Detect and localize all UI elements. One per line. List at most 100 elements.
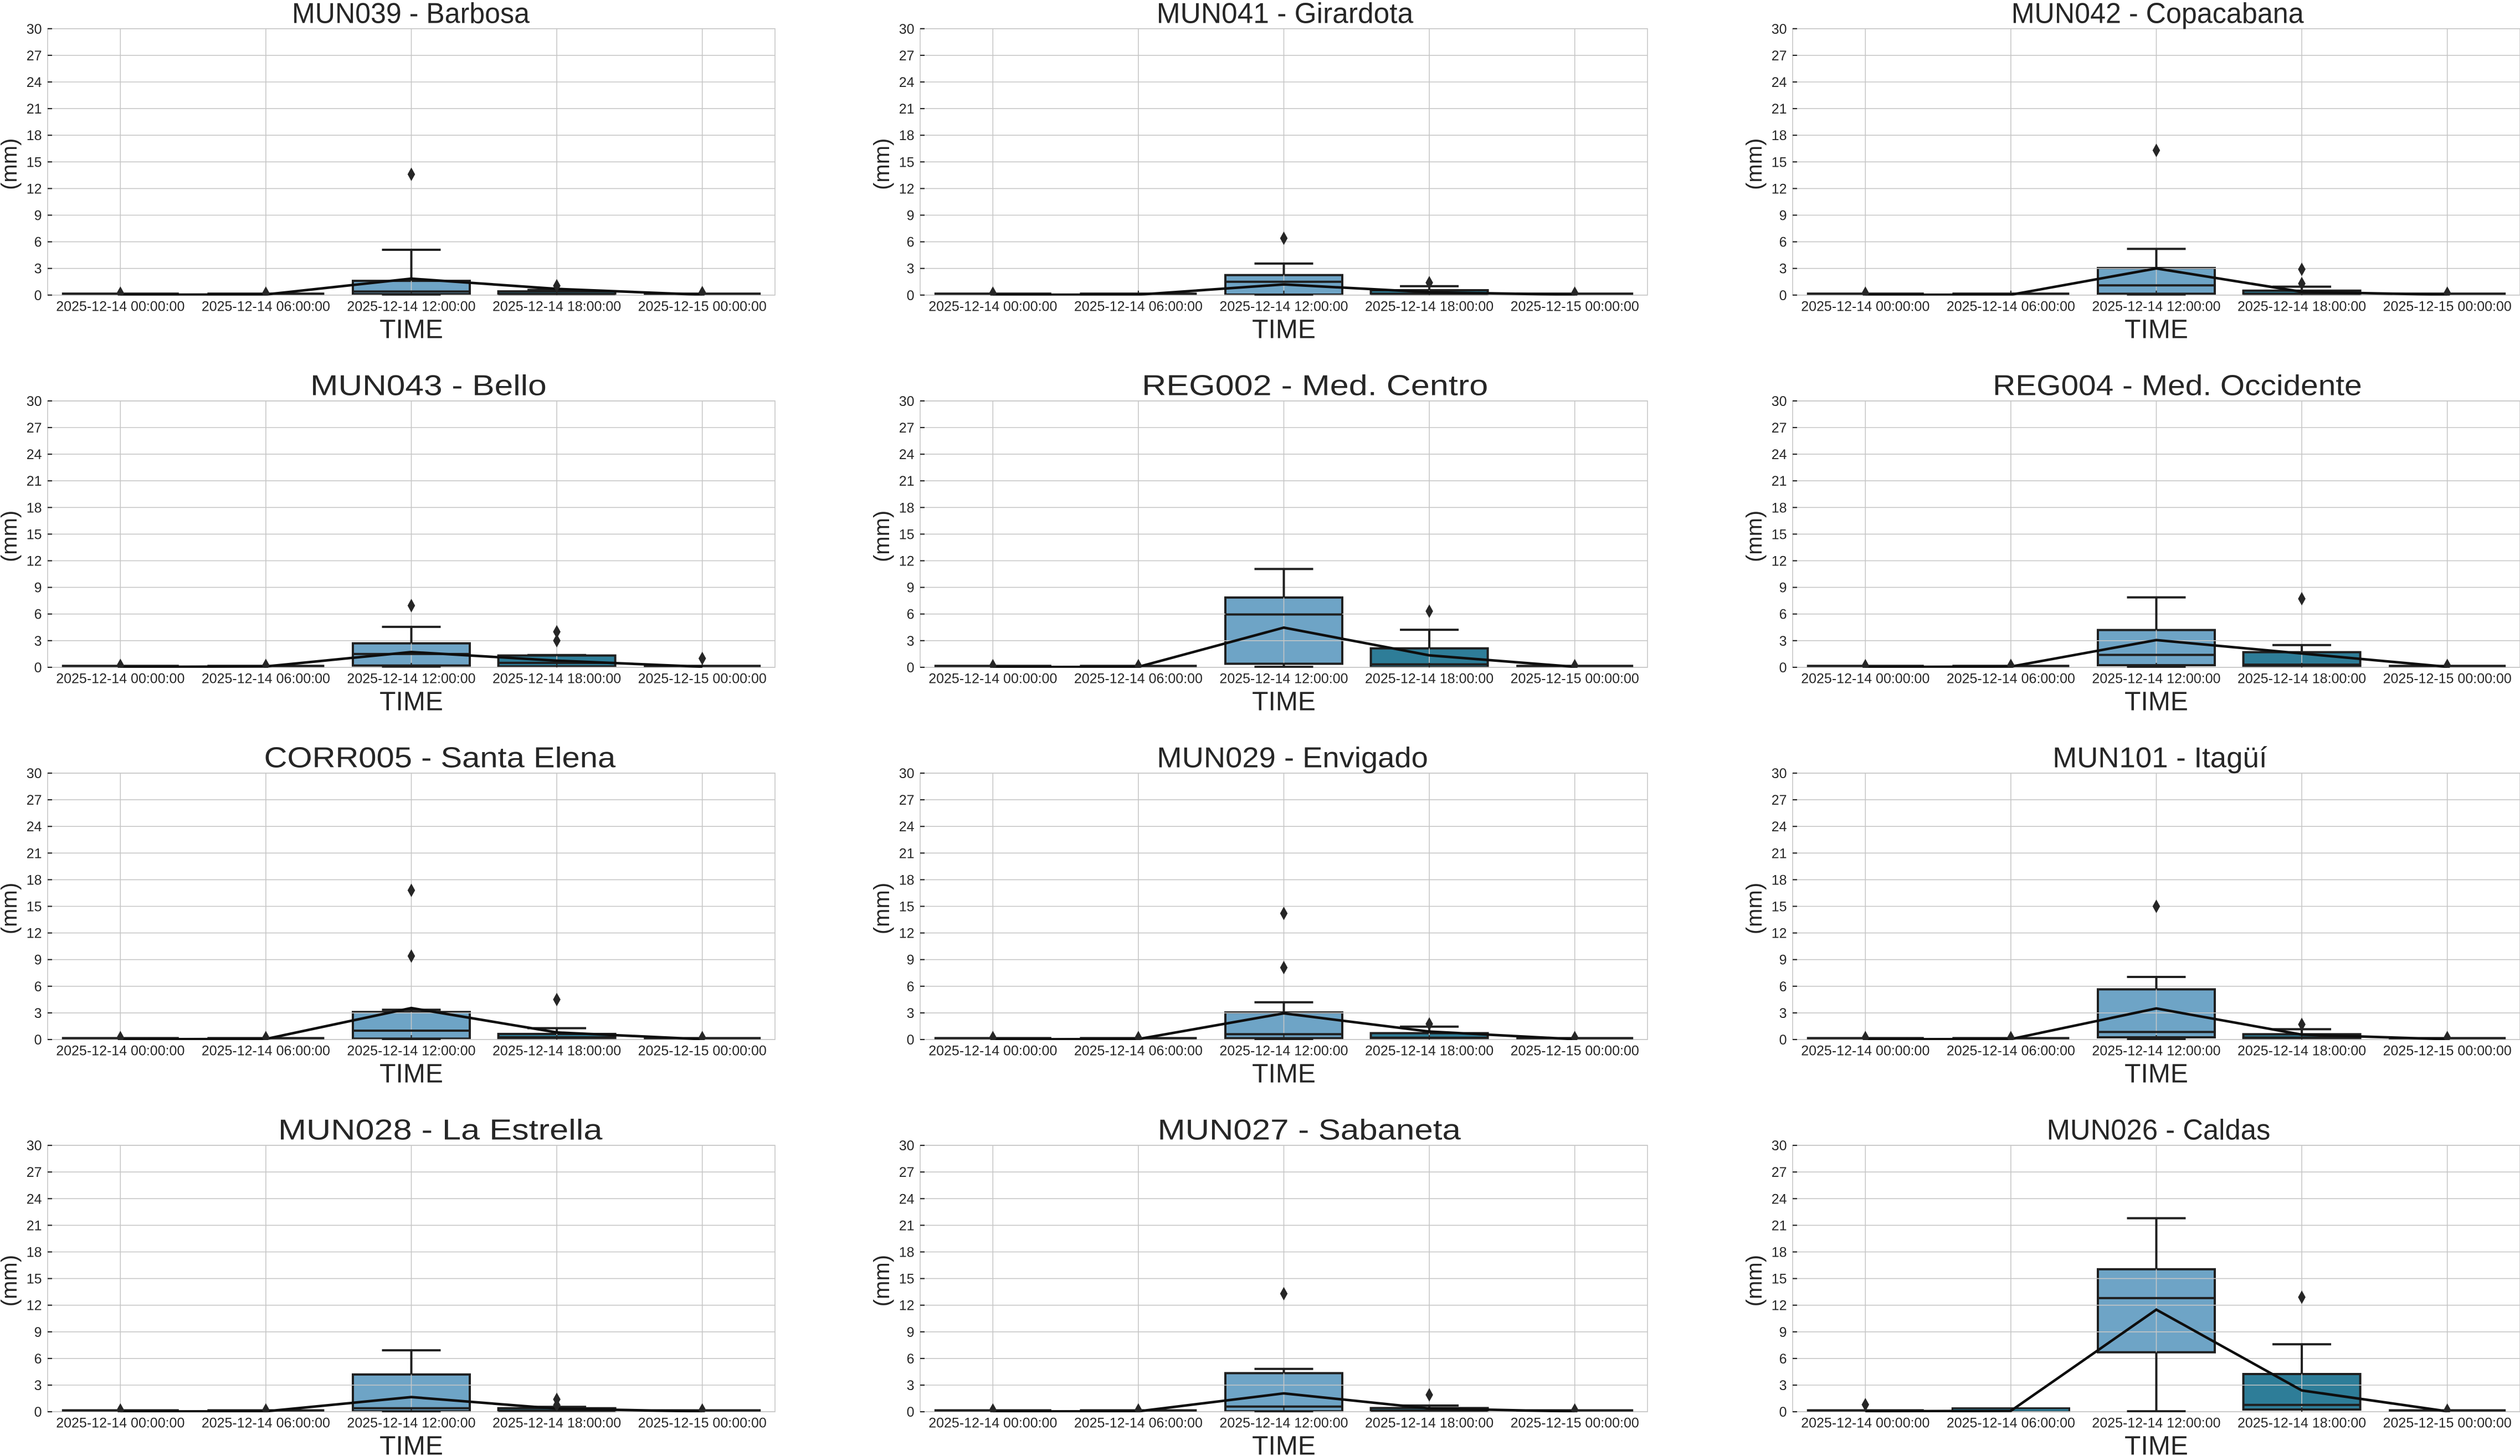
- svg-text:2025-12-14 18:00:00: 2025-12-14 18:00:00: [1365, 299, 1493, 314]
- svg-text:9: 9: [907, 1325, 915, 1340]
- svg-text:18: 18: [27, 128, 42, 143]
- svg-text:21: 21: [899, 1218, 915, 1233]
- svg-text:27: 27: [27, 420, 42, 436]
- svg-text:15: 15: [1772, 899, 1787, 915]
- svg-text:21: 21: [1772, 846, 1787, 861]
- svg-text:TIME: TIME: [2124, 315, 2188, 344]
- svg-text:CORR005 - Santa Elena: CORR005 - Santa Elena: [264, 742, 616, 774]
- svg-text:6: 6: [907, 235, 915, 250]
- svg-text:2025-12-14 06:00:00: 2025-12-14 06:00:00: [1947, 671, 2075, 686]
- svg-text:21: 21: [1772, 474, 1787, 489]
- svg-text:12: 12: [899, 181, 915, 197]
- svg-text:(mm): (mm): [1742, 138, 1767, 190]
- svg-text:9: 9: [907, 580, 915, 596]
- svg-text:2025-12-14 18:00:00: 2025-12-14 18:00:00: [492, 671, 621, 686]
- svg-text:MUN043 - Bello: MUN043 - Bello: [310, 369, 547, 402]
- svg-text:6: 6: [907, 1351, 915, 1367]
- svg-text:3: 3: [907, 261, 915, 277]
- svg-text:2025-12-15 00:00:00: 2025-12-15 00:00:00: [638, 671, 767, 686]
- svg-text:21: 21: [27, 101, 42, 117]
- svg-text:15: 15: [27, 1272, 42, 1287]
- svg-text:2025-12-14 18:00:00: 2025-12-14 18:00:00: [492, 1043, 621, 1059]
- svg-text:(mm): (mm): [1742, 511, 1767, 562]
- svg-text:2025-12-14 12:00:00: 2025-12-14 12:00:00: [1219, 671, 1348, 686]
- svg-text:2025-12-14 18:00:00: 2025-12-14 18:00:00: [2237, 671, 2366, 686]
- svg-text:12: 12: [1772, 181, 1787, 197]
- svg-text:2025-12-14 18:00:00: 2025-12-14 18:00:00: [492, 1416, 621, 1431]
- svg-text:24: 24: [1772, 819, 1787, 835]
- svg-text:18: 18: [1772, 1245, 1787, 1261]
- svg-text:15: 15: [27, 155, 42, 170]
- svg-text:2025-12-14 00:00:00: 2025-12-14 00:00:00: [56, 1043, 184, 1059]
- svg-text:2025-12-15 00:00:00: 2025-12-15 00:00:00: [638, 1416, 767, 1431]
- svg-text:27: 27: [1772, 793, 1787, 808]
- svg-text:30: 30: [899, 22, 915, 37]
- svg-text:24: 24: [27, 1191, 42, 1207]
- svg-text:2025-12-14 12:00:00: 2025-12-14 12:00:00: [347, 299, 475, 314]
- svg-text:2025-12-15 00:00:00: 2025-12-15 00:00:00: [2383, 299, 2512, 314]
- svg-text:9: 9: [34, 1325, 42, 1340]
- svg-text:30: 30: [899, 766, 915, 781]
- svg-text:15: 15: [899, 155, 915, 170]
- svg-text:2025-12-14 00:00:00: 2025-12-14 00:00:00: [56, 299, 184, 314]
- svg-text:2025-12-14 12:00:00: 2025-12-14 12:00:00: [1219, 299, 1348, 314]
- svg-text:27: 27: [1772, 1165, 1787, 1180]
- svg-text:MUN042 - Copacabana: MUN042 - Copacabana: [2011, 0, 2304, 29]
- svg-text:18: 18: [1772, 500, 1787, 516]
- svg-text:2025-12-15 00:00:00: 2025-12-15 00:00:00: [1511, 671, 1639, 686]
- svg-text:15: 15: [1772, 527, 1787, 542]
- svg-text:12: 12: [899, 926, 915, 941]
- svg-text:6: 6: [34, 979, 42, 995]
- svg-text:0: 0: [907, 660, 915, 676]
- svg-text:12: 12: [1772, 926, 1787, 941]
- svg-text:12: 12: [899, 554, 915, 569]
- svg-text:2025-12-14 12:00:00: 2025-12-14 12:00:00: [2092, 671, 2220, 686]
- svg-text:2025-12-14 00:00:00: 2025-12-14 00:00:00: [1801, 299, 1929, 314]
- svg-text:15: 15: [899, 1272, 915, 1287]
- svg-text:2025-12-15 00:00:00: 2025-12-15 00:00:00: [2383, 1416, 2512, 1431]
- svg-text:18: 18: [899, 1245, 915, 1261]
- svg-text:9: 9: [1779, 1325, 1787, 1340]
- svg-text:2025-12-14 06:00:00: 2025-12-14 06:00:00: [202, 1043, 330, 1059]
- svg-text:30: 30: [27, 766, 42, 781]
- svg-text:2025-12-15 00:00:00: 2025-12-15 00:00:00: [1511, 1043, 1639, 1059]
- svg-text:0: 0: [1779, 1404, 1787, 1420]
- svg-text:30: 30: [27, 1138, 42, 1154]
- svg-text:24: 24: [1772, 1191, 1787, 1207]
- svg-text:18: 18: [1772, 128, 1787, 143]
- svg-text:2025-12-14 00:00:00: 2025-12-14 00:00:00: [928, 1043, 1057, 1059]
- svg-text:21: 21: [1772, 101, 1787, 117]
- svg-text:18: 18: [27, 872, 42, 888]
- svg-text:18: 18: [899, 128, 915, 143]
- svg-text:2025-12-14 12:00:00: 2025-12-14 12:00:00: [1219, 1043, 1348, 1059]
- svg-text:2025-12-14 06:00:00: 2025-12-14 06:00:00: [1947, 299, 2075, 314]
- svg-text:24: 24: [899, 75, 915, 90]
- svg-text:27: 27: [27, 48, 42, 64]
- svg-text:2025-12-14 06:00:00: 2025-12-14 06:00:00: [202, 1416, 330, 1431]
- svg-text:2025-12-14 12:00:00: 2025-12-14 12:00:00: [347, 1416, 475, 1431]
- svg-text:(mm): (mm): [0, 138, 22, 190]
- svg-text:MUN026 - Caldas: MUN026 - Caldas: [2047, 1114, 2271, 1146]
- svg-text:(mm): (mm): [1742, 883, 1767, 934]
- svg-text:2025-12-15 00:00:00: 2025-12-15 00:00:00: [2383, 671, 2512, 686]
- svg-text:18: 18: [899, 500, 915, 516]
- svg-text:30: 30: [1772, 766, 1787, 781]
- svg-text:30: 30: [1772, 1138, 1787, 1154]
- svg-text:2025-12-14 12:00:00: 2025-12-14 12:00:00: [2092, 1043, 2220, 1059]
- svg-text:0: 0: [907, 1032, 915, 1048]
- svg-text:(mm): (mm): [1742, 1255, 1767, 1306]
- svg-text:24: 24: [1772, 447, 1787, 462]
- svg-text:2025-12-14 06:00:00: 2025-12-14 06:00:00: [1947, 1043, 2075, 1059]
- svg-text:2025-12-14 12:00:00: 2025-12-14 12:00:00: [1219, 1416, 1348, 1431]
- svg-text:TIME: TIME: [2124, 1432, 2188, 1456]
- svg-text:TIME: TIME: [2124, 1059, 2188, 1089]
- svg-text:(mm): (mm): [870, 883, 894, 934]
- svg-text:2025-12-14 06:00:00: 2025-12-14 06:00:00: [1074, 299, 1203, 314]
- svg-text:18: 18: [1772, 872, 1787, 888]
- svg-text:TIME: TIME: [1252, 687, 1316, 716]
- svg-text:21: 21: [27, 474, 42, 489]
- svg-text:9: 9: [34, 580, 42, 596]
- svg-text:21: 21: [899, 101, 915, 117]
- svg-text:27: 27: [27, 793, 42, 808]
- svg-text:0: 0: [34, 660, 42, 676]
